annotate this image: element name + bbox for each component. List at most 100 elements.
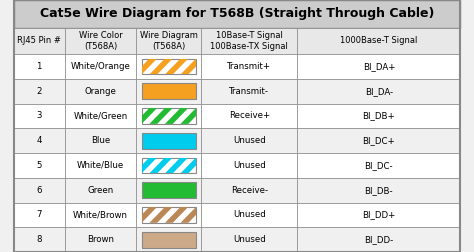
Bar	[137, 203, 201, 227]
Bar	[142, 158, 196, 173]
Bar	[201, 28, 297, 54]
Bar	[14, 0, 460, 28]
Bar	[297, 178, 460, 203]
Text: BI_DA-: BI_DA-	[365, 87, 393, 96]
Text: 8: 8	[36, 235, 42, 244]
Bar	[142, 108, 196, 124]
Text: BI_DB-: BI_DB-	[365, 186, 393, 195]
Text: 4: 4	[36, 136, 42, 145]
Polygon shape	[165, 207, 188, 223]
Polygon shape	[149, 158, 173, 173]
Bar	[142, 207, 196, 223]
Bar	[142, 207, 196, 223]
Polygon shape	[181, 158, 204, 173]
Bar	[142, 108, 196, 124]
Bar	[137, 54, 201, 79]
Bar	[142, 108, 196, 124]
Bar	[65, 54, 137, 79]
Bar	[137, 227, 201, 252]
Bar	[142, 207, 196, 223]
Bar	[142, 158, 196, 173]
Text: 6: 6	[36, 186, 42, 195]
Text: Unused: Unused	[233, 136, 265, 145]
Bar	[142, 59, 196, 74]
Bar	[142, 59, 196, 74]
Bar	[142, 232, 196, 247]
Text: 10Base-T Signal
100Base-TX Signal: 10Base-T Signal 100Base-TX Signal	[210, 31, 288, 51]
Bar	[297, 28, 460, 54]
Polygon shape	[196, 158, 219, 173]
Text: Green: Green	[88, 186, 114, 195]
Bar	[65, 227, 137, 252]
Text: Unused: Unused	[233, 210, 265, 219]
Bar	[201, 203, 297, 227]
Bar	[65, 153, 137, 178]
Bar	[137, 178, 201, 203]
Text: Transmit-: Transmit-	[229, 87, 269, 96]
Text: Cat5e Wire Diagram for T568B (Straight Through Cable): Cat5e Wire Diagram for T568B (Straight T…	[40, 7, 434, 20]
Bar	[201, 128, 297, 153]
Text: BI_DA+: BI_DA+	[363, 62, 395, 71]
Bar	[142, 59, 196, 74]
Bar	[14, 203, 65, 227]
Polygon shape	[181, 108, 204, 124]
Polygon shape	[134, 158, 157, 173]
Bar	[142, 59, 196, 74]
Bar	[14, 227, 65, 252]
Bar	[297, 153, 460, 178]
Bar	[137, 79, 201, 104]
Bar	[142, 182, 196, 198]
Polygon shape	[211, 108, 235, 124]
Bar	[142, 83, 196, 99]
Bar	[142, 158, 196, 173]
Polygon shape	[181, 207, 204, 223]
Bar	[142, 207, 196, 223]
Text: 7: 7	[36, 210, 42, 219]
Text: Orange: Orange	[85, 87, 117, 96]
Bar	[14, 28, 65, 54]
Text: Receive-: Receive-	[231, 186, 268, 195]
Text: White/Orange: White/Orange	[71, 62, 131, 71]
Polygon shape	[149, 59, 173, 74]
Bar	[137, 104, 201, 128]
Polygon shape	[134, 59, 157, 74]
Bar	[142, 158, 196, 173]
Bar	[142, 59, 196, 74]
Bar	[142, 108, 196, 124]
Polygon shape	[181, 59, 204, 74]
Text: 2: 2	[36, 87, 42, 96]
Bar	[14, 54, 65, 79]
Bar	[201, 227, 297, 252]
Polygon shape	[196, 108, 219, 124]
Bar	[142, 133, 196, 149]
Bar	[142, 158, 196, 173]
Text: 3: 3	[36, 111, 42, 120]
Text: 5: 5	[36, 161, 42, 170]
Bar	[65, 104, 137, 128]
Text: 1000Base-T Signal: 1000Base-T Signal	[340, 37, 418, 45]
Text: Unused: Unused	[233, 161, 265, 170]
Bar	[142, 207, 196, 223]
Text: Transmit+: Transmit+	[227, 62, 271, 71]
Text: White/Brown: White/Brown	[73, 210, 128, 219]
Text: Brown: Brown	[87, 235, 114, 244]
Bar	[65, 128, 137, 153]
Bar	[137, 28, 201, 54]
Bar	[137, 153, 201, 178]
Polygon shape	[211, 207, 235, 223]
Text: BI_DC+: BI_DC+	[363, 136, 395, 145]
Bar	[14, 128, 65, 153]
Bar	[201, 79, 297, 104]
Bar	[201, 104, 297, 128]
Polygon shape	[211, 59, 235, 74]
Text: 1: 1	[36, 62, 42, 71]
Bar	[142, 108, 196, 124]
Polygon shape	[149, 108, 173, 124]
Text: White/Green: White/Green	[73, 111, 128, 120]
Text: RJ45 Pin #: RJ45 Pin #	[17, 37, 61, 45]
Bar	[142, 108, 196, 124]
Bar	[297, 104, 460, 128]
Text: Wire Diagram
(T568A): Wire Diagram (T568A)	[140, 31, 198, 51]
Bar	[297, 227, 460, 252]
Polygon shape	[134, 108, 157, 124]
